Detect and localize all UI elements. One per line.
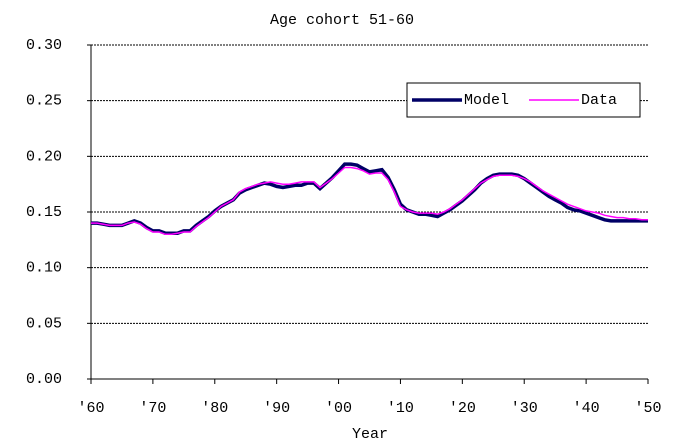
- x-tick-label: '20: [449, 400, 476, 417]
- x-tick-label: '70: [139, 400, 166, 417]
- y-tick-label: 0.15: [26, 204, 62, 221]
- x-tick-label: '90: [263, 400, 290, 417]
- y-tick-label: 0.10: [26, 260, 62, 277]
- x-tick-label: '80: [201, 400, 228, 417]
- y-tick-label: 0.30: [26, 37, 62, 54]
- x-tick-label: '30: [511, 400, 538, 417]
- y-tick-label: 0.05: [26, 315, 62, 332]
- y-tick-label: 0.20: [26, 148, 62, 165]
- y-tick-label: 0.00: [26, 371, 62, 388]
- legend-label: Data: [581, 92, 617, 109]
- chart-title: Age cohort 51-60: [270, 12, 414, 29]
- x-tick-label: '00: [325, 400, 352, 417]
- y-tick-label: 0.25: [26, 93, 62, 110]
- series-line: [91, 162, 648, 235]
- x-tick-label: '40: [573, 400, 600, 417]
- x-tick-label: '50: [634, 400, 661, 417]
- x-tick-label: '10: [387, 400, 414, 417]
- x-axis-label: Year: [352, 426, 388, 443]
- legend-label: Model: [464, 92, 509, 109]
- x-tick-label: '60: [77, 400, 104, 417]
- series-line: [91, 166, 648, 236]
